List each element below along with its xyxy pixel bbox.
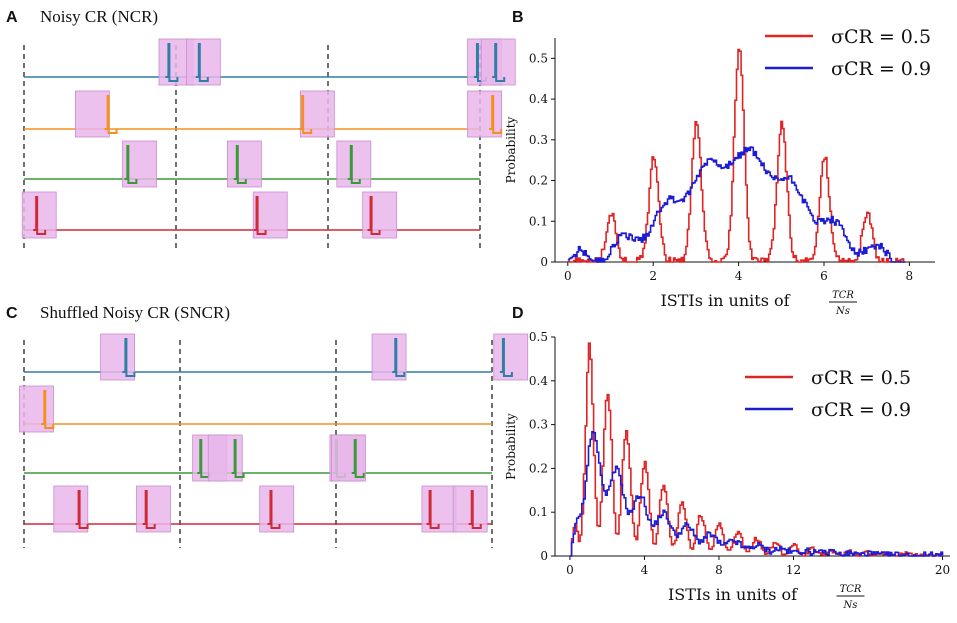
raster-c — [19, 333, 529, 548]
spike — [267, 490, 281, 529]
series-blue — [567, 146, 906, 263]
stimulus-window — [371, 333, 407, 381]
y-tick-label: 0.4 — [529, 374, 548, 388]
series-blue — [569, 431, 944, 557]
y-tick-label: 0.5 — [529, 330, 548, 344]
y-tick-label: 0.4 — [529, 92, 548, 106]
neuron-track-teal — [24, 38, 516, 86]
legend-label: σCR = 0.5 — [811, 367, 911, 389]
y-axis-label: Probability — [504, 413, 518, 480]
x-tick-label: 12 — [786, 563, 801, 577]
x-axis-label-denominator: Ns — [843, 600, 858, 611]
stimulus-window — [336, 140, 372, 188]
series-red — [567, 48, 906, 263]
stimulus-window — [53, 485, 89, 533]
y-tick-label: 0.1 — [529, 214, 548, 228]
y-tick-label: 0.2 — [529, 174, 548, 188]
spike — [351, 439, 365, 478]
stimulus-window — [75, 90, 110, 138]
neuron-track-crimson — [21, 191, 480, 239]
spike — [41, 390, 55, 429]
x-tick-label: 8 — [906, 269, 914, 283]
stimulus-window — [480, 38, 516, 86]
spike — [33, 196, 47, 235]
y-axis-label: Probability — [504, 116, 518, 183]
x-tick-label: 4 — [735, 269, 743, 283]
stimulus-window — [100, 333, 135, 381]
stimulus-window — [467, 90, 502, 138]
stimulus-window — [299, 90, 335, 138]
x-tick-label: 8 — [715, 563, 723, 577]
y-tick-label: 0.3 — [529, 418, 548, 432]
neuron-track-orange — [24, 90, 503, 138]
stimulus-window — [252, 191, 288, 239]
spike — [122, 338, 136, 377]
x-tick-label: 2 — [649, 269, 657, 283]
spike — [231, 439, 245, 478]
spike — [253, 196, 267, 235]
x-tick-label: 4 — [641, 563, 649, 577]
spike — [492, 43, 506, 82]
spike — [233, 145, 247, 184]
x-axis-label-numerator: TCR — [840, 584, 862, 595]
stimulus-window — [19, 385, 54, 433]
panel-c-title: Shuffled Noisy CR (SNCR) — [40, 303, 230, 322]
x-tick-label: 0 — [564, 269, 572, 283]
spike — [124, 145, 138, 184]
stimulus-window — [331, 434, 366, 482]
spike — [165, 43, 179, 82]
spike — [299, 95, 313, 134]
legend-label: σCR = 0.9 — [811, 399, 911, 421]
chart-b: 0 0.1 0.2 0.3 0.4 0.5 0 2 4 6 8 Probability ISTIs in… — [504, 26, 935, 317]
x-axis-label: ISTIs in units of — [668, 585, 798, 604]
panel-a-title: Noisy CR (NCR) — [40, 7, 158, 26]
spike — [468, 490, 482, 529]
chart-d: 0 0.1 0.2 0.3 0.4 0.5 0 4 8 12 20 Probability ISTIs … — [504, 330, 950, 611]
stimulus-window — [21, 191, 57, 239]
y-tick-label: 0.2 — [529, 461, 548, 475]
legend-label: σCR = 0.5 — [831, 26, 931, 48]
x-axis-label: ISTIs in units of — [660, 291, 790, 310]
y-tick-label: 0.3 — [529, 133, 548, 147]
neuron-track-crimson — [24, 485, 492, 533]
y-tick-label: 0.1 — [529, 505, 548, 519]
neuron-track-green — [24, 434, 492, 482]
stimulus-window — [452, 485, 488, 533]
spike — [489, 95, 503, 134]
y-tick-label: 0.5 — [529, 51, 548, 65]
stimulus-window — [136, 485, 171, 533]
panel-d-label: D — [512, 305, 524, 322]
x-axis-label-numerator: TCR — [832, 290, 854, 301]
x-tick-label: 0 — [566, 563, 574, 577]
spike — [104, 95, 118, 134]
spike — [367, 196, 381, 235]
spike — [392, 338, 406, 377]
panel-c-label: C — [6, 305, 18, 322]
stimulus-window — [185, 38, 221, 86]
neuron-track-green — [24, 140, 480, 188]
neuron-track-orange — [19, 385, 492, 433]
stimulus-window — [493, 333, 529, 381]
spike — [426, 490, 440, 529]
stimulus-window — [226, 140, 262, 188]
y-tick-label: 0 — [540, 255, 548, 269]
spike — [499, 338, 513, 377]
raster-a — [21, 38, 516, 252]
legend-label: σCR = 0.9 — [831, 58, 931, 80]
x-tick-label: 20 — [935, 563, 950, 577]
panel-b-label: B — [512, 9, 524, 26]
spike — [195, 43, 209, 82]
x-tick-label: 6 — [820, 269, 828, 283]
spike — [142, 490, 156, 529]
stimulus-window — [259, 485, 295, 533]
y-tick-label: 0 — [540, 549, 548, 563]
x-axis-label-denominator: Ns — [835, 306, 850, 317]
stimulus-window — [207, 434, 243, 482]
neuron-track-teal — [24, 333, 529, 381]
panel-a-label: A — [6, 9, 18, 26]
spike — [347, 145, 361, 184]
spike — [75, 490, 89, 529]
